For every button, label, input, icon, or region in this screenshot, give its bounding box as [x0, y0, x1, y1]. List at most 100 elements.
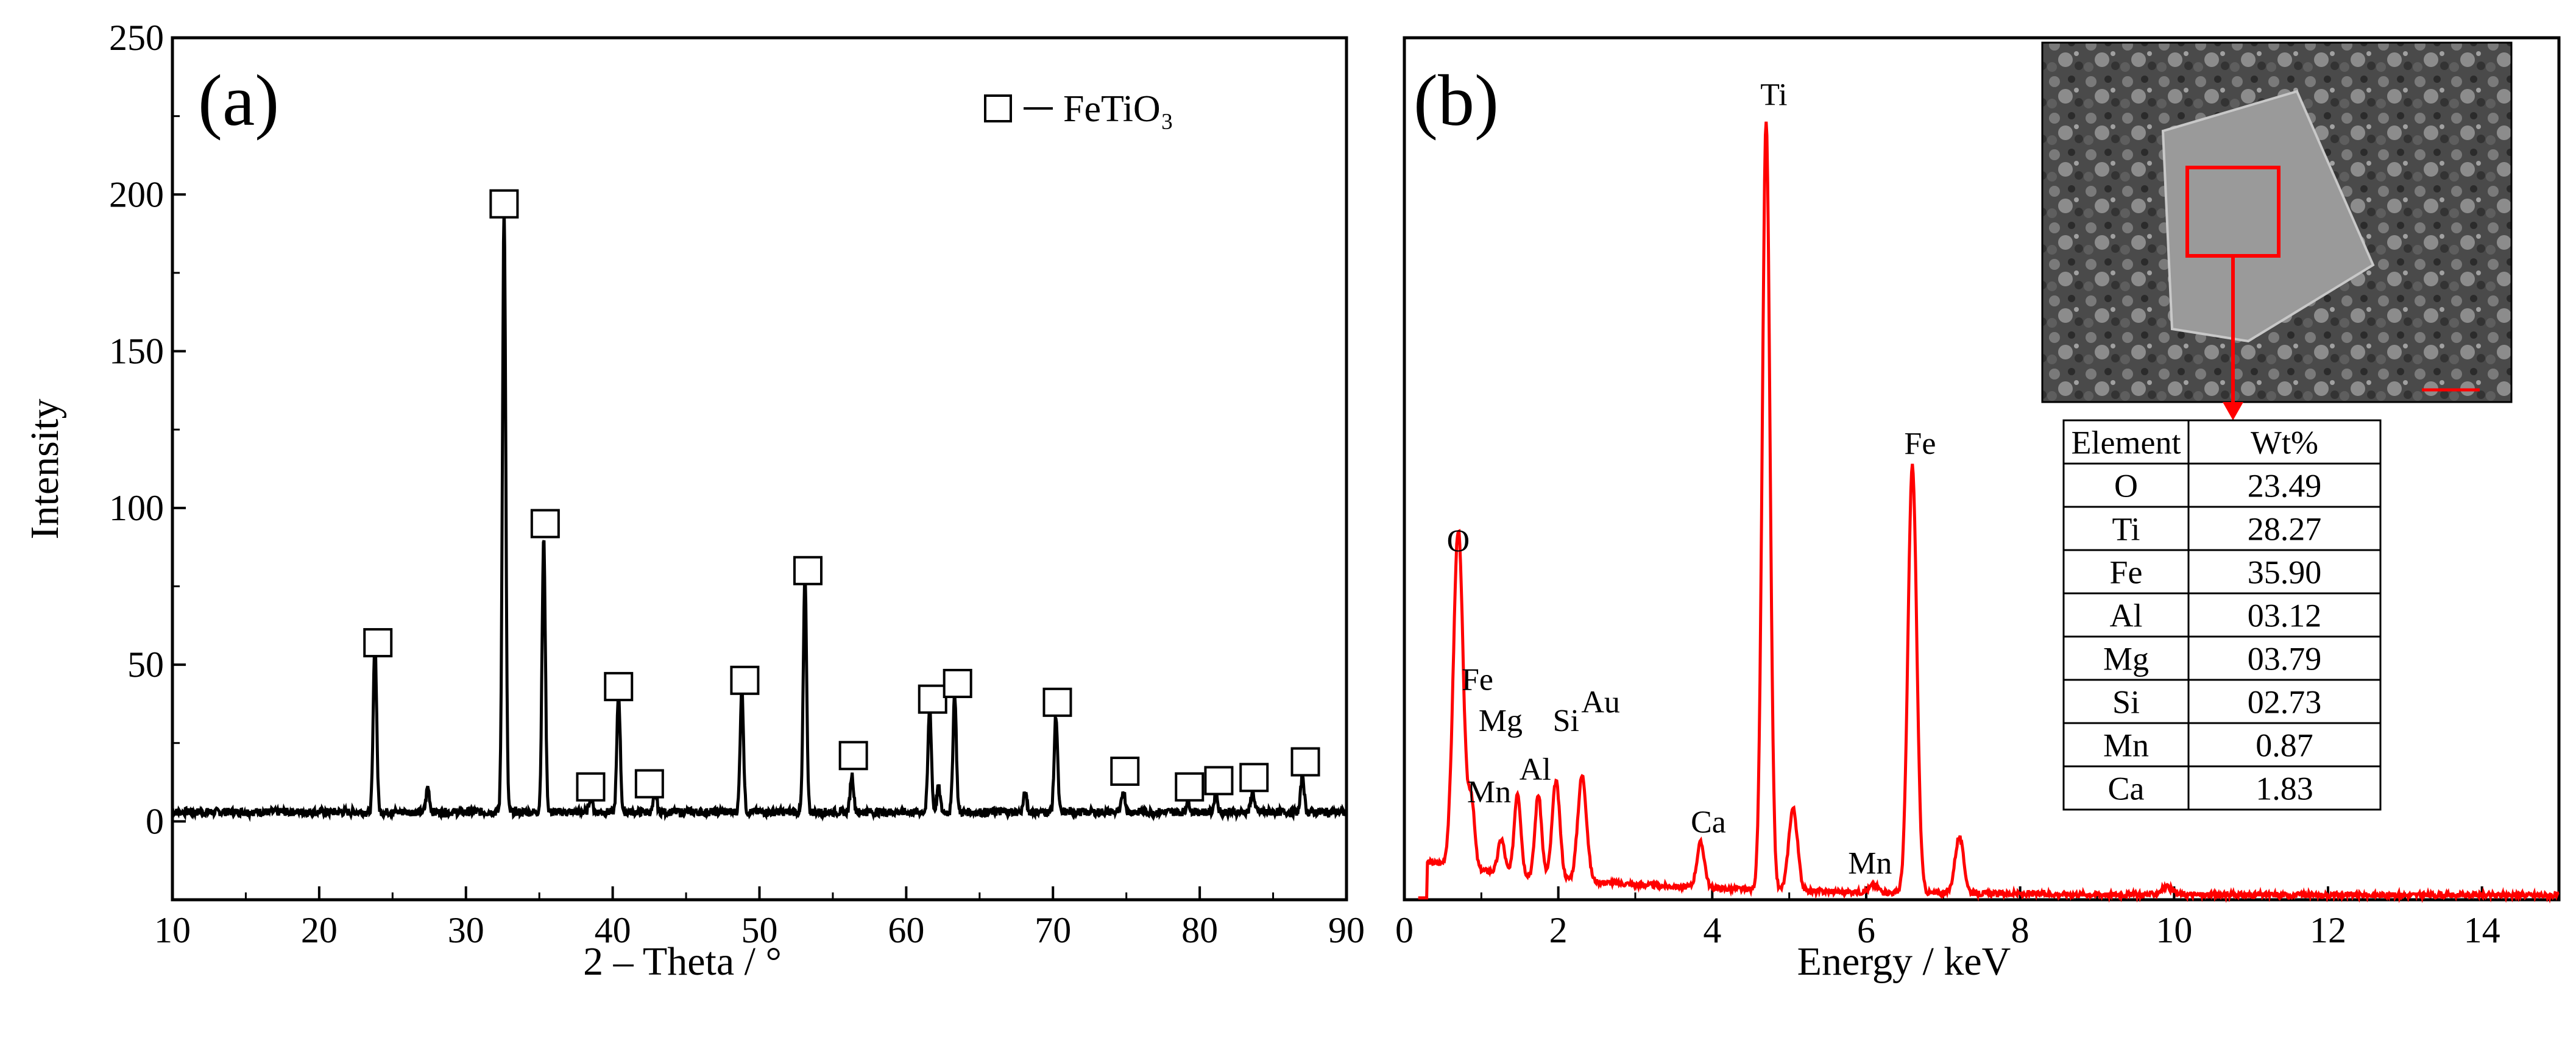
xrd-x-tick-label: 70	[1035, 910, 1071, 950]
composition-table: Element Wt% O 23.49 Ti 28.27 Fe 35.90 Al 03.12 Mg 0…	[2062, 419, 2382, 811]
xrd-x-tick-label: 80	[1181, 910, 1218, 950]
xrd-y-tick-label: 250	[109, 18, 164, 58]
xrd-x-tick-label: 40	[595, 910, 631, 950]
eds-peak-label: Mn	[1467, 775, 1511, 810]
table-element-cell: O	[2114, 468, 2138, 504]
eds-peak-label: Mg	[1479, 704, 1523, 738]
eds-x-tick-label: 0	[1395, 910, 1414, 950]
eds-peak-label: Al	[1520, 752, 1551, 787]
table-wt-cell: 1.83	[2256, 771, 2313, 807]
eds-x-tick-label: 10	[2156, 910, 2192, 950]
xrd-panel: 10 20 30 40 50 60 70 80 90 0 50 100 150 200 250 (a) F…	[23, 18, 1365, 984]
table-wt-cell: 03.79	[2248, 641, 2322, 677]
table-element-cell: Mg	[2103, 641, 2149, 677]
panel-label-a: (a)	[198, 60, 279, 141]
sem-micrograph-icon	[2041, 41, 2513, 420]
fetio3-peak-markers	[363, 189, 1320, 802]
xrd-y-tick-label: 50	[127, 645, 164, 685]
xrd-x-tick-label: 10	[154, 910, 191, 950]
panel-label-b: (b)	[1414, 60, 1499, 141]
table-wt-cell: 02.73	[2248, 684, 2322, 721]
legend-label: FeTiO₃	[1063, 88, 1173, 130]
table-wt-cell: 28.27	[2248, 511, 2322, 548]
xrd-x-tick-label: 50	[741, 910, 778, 950]
table-element-cell: Fe	[2110, 554, 2143, 591]
eds-x-tick-label: 6	[1857, 910, 1875, 950]
eds-peak-label: Fe	[1462, 662, 1493, 697]
eds-peak-label: Si	[1553, 704, 1579, 738]
sem-pointer-arrowhead	[2223, 402, 2243, 420]
xrd-y-tick-label: 0	[146, 801, 164, 841]
xrd-y-tick-label: 150	[109, 331, 164, 372]
eds-x-axis-title: Energy / keV	[1797, 939, 2011, 984]
xrd-y-axis-title: Intensity	[23, 399, 67, 540]
eds-x-axis: 0 2 4 6 8 10 12 14	[1395, 886, 2500, 950]
eds-x-tick-label: 4	[1703, 910, 1721, 950]
fetio3-marker	[1042, 687, 1072, 717]
table-element-cell: Mn	[2103, 727, 2149, 764]
fetio3-marker	[489, 189, 519, 219]
eds-plot-frame	[1403, 36, 2561, 902]
xrd-x-tick-label: 20	[301, 910, 338, 950]
xrd-y-tick-label: 200	[109, 174, 164, 214]
fetio3-marker	[604, 672, 634, 702]
fetio3-marker	[838, 741, 868, 771]
table-row	[2062, 506, 2382, 551]
table-wt-cell: 0.87	[2256, 727, 2313, 764]
table-row	[2062, 549, 2382, 595]
table-row	[2062, 462, 2382, 508]
xrd-x-tick-label: 90	[1328, 910, 1365, 950]
xrd-x-tick-label: 60	[888, 910, 924, 950]
fetio3-marker	[634, 769, 664, 799]
table-element-cell: Al	[2110, 598, 2143, 634]
eds-peak-label: O	[1447, 524, 1470, 559]
xrd-y-tick-label: 100	[109, 488, 164, 528]
fetio3-marker	[943, 668, 972, 698]
fetio3-marker	[1239, 763, 1269, 793]
table-row	[2062, 722, 2382, 768]
fetio3-marker	[530, 509, 560, 539]
eds-spectrum-line	[1418, 121, 2560, 904]
eds-peak-label: Ca	[1691, 805, 1726, 839]
eds-peak-label: Mn	[1848, 846, 1892, 881]
eds-x-tick-label: 14	[2464, 910, 2500, 950]
fetio3-marker	[730, 665, 760, 695]
fetio3-marker	[1290, 747, 1320, 777]
table-header-cell: Wt%	[2251, 425, 2318, 461]
fetio3-marker	[1175, 772, 1205, 802]
fetio3-marker	[1204, 766, 1234, 796]
xrd-x-axis-title: 2 – Theta / °	[583, 939, 782, 984]
eds-x-tick-label: 12	[2310, 910, 2346, 950]
fetio3-marker	[363, 628, 393, 658]
table-element-cell: Ca	[2108, 771, 2145, 807]
table-row	[2062, 765, 2382, 811]
table-element-cell: Ti	[2112, 511, 2140, 548]
fetio3-marker	[793, 556, 823, 585]
eds-peak-label: Fe	[1904, 426, 1936, 461]
table-wt-cell: 35.90	[2248, 554, 2322, 591]
xrd-legend: FeTiO₃	[984, 88, 1173, 130]
xrd-plot-frame	[171, 36, 1348, 902]
eds-peak-label: Au	[1581, 685, 1620, 719]
fetio3-marker	[918, 684, 947, 714]
fetio3-marker	[1110, 757, 1140, 786]
table-wt-cell: 23.49	[2248, 468, 2322, 504]
table-row	[2062, 635, 2382, 681]
xrd-pattern-line	[171, 205, 1348, 822]
eds-x-tick-label: 8	[2011, 910, 2029, 950]
table-element-cell: Si	[2112, 684, 2140, 721]
xrd-x-tick-label: 30	[448, 910, 484, 950]
legend-square-icon	[984, 94, 1012, 122]
table-row	[2062, 592, 2382, 638]
xrd-y-axis: 0 50 100 150 200 250	[109, 18, 186, 841]
table-header-cell: Element	[2072, 425, 2181, 461]
table-wt-cell: 03.12	[2248, 598, 2322, 634]
sem-crystal	[2161, 90, 2375, 343]
xrd-x-axis: 10 20 30 40 50 60 70 80 90	[154, 886, 1365, 950]
table-row	[2062, 679, 2382, 724]
fetio3-marker	[576, 772, 606, 802]
eds-x-tick-label: 2	[1549, 910, 1568, 950]
